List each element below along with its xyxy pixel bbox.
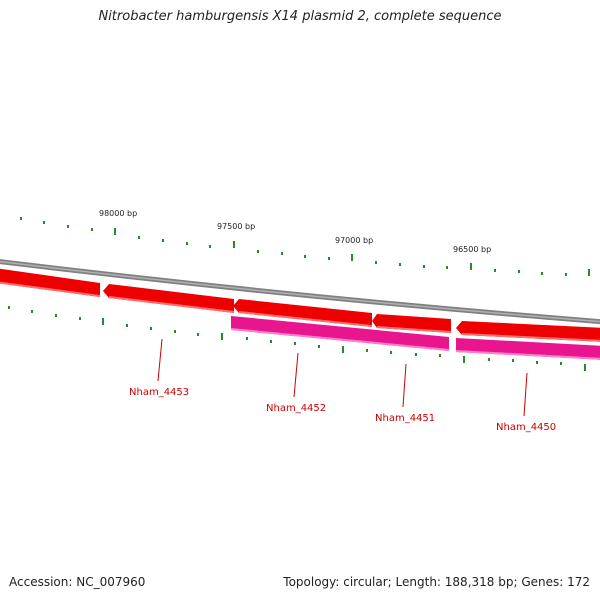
tick-mark-major: [114, 228, 116, 235]
gene-leader-lines: [157, 338, 528, 417]
tick-mark: [375, 261, 377, 264]
tick-mark: [560, 362, 562, 365]
tick-mark: [541, 272, 543, 275]
leader-line: [293, 352, 299, 398]
gene-label[interactable]: Nham_4450: [496, 422, 556, 433]
gene-label[interactable]: Nham_4452: [266, 403, 326, 414]
gene-arrow-nham-4450[interactable]: [456, 321, 600, 342]
map-title: Nitrobacter hamburgensis X14 plasmid 2, …: [98, 9, 502, 24]
tick-mark: [439, 354, 441, 357]
tick-mark-major: [588, 269, 590, 276]
tick-mark: [138, 236, 140, 239]
tick-mark: [494, 269, 496, 272]
tick-mark: [318, 345, 320, 348]
tick-mark: [79, 317, 81, 320]
tick-mark: [43, 221, 45, 224]
tick-mark: [415, 353, 417, 356]
tick-mark: [257, 250, 259, 253]
tick-mark: [8, 306, 10, 309]
tick-mark-major: [221, 333, 223, 340]
ruler-label: 97000 bp: [335, 236, 373, 245]
tick-mark: [328, 257, 330, 260]
ruler-label: 98000 bp: [99, 209, 137, 218]
tick-mark: [150, 327, 152, 330]
tick-mark-major: [463, 356, 465, 363]
tick-mark: [390, 351, 392, 354]
tick-mark: [20, 217, 22, 220]
tick-mark: [67, 225, 69, 228]
tick-mark-major: [351, 254, 353, 261]
tick-mark: [246, 337, 248, 340]
tick-mark: [518, 270, 520, 273]
forward-strand: [0, 268, 600, 342]
tick-mark: [366, 349, 368, 352]
tick-mark: [197, 333, 199, 336]
inner-tick-ring: [8, 306, 586, 371]
tick-mark: [488, 358, 490, 361]
reverse-strand: [231, 316, 600, 360]
gene-label[interactable]: Nham_4451: [375, 413, 435, 424]
gene-label[interactable]: Nham_4453: [129, 387, 189, 398]
leader-line: [523, 372, 528, 417]
tick-mark-major: [102, 318, 104, 325]
tick-mark: [126, 324, 128, 327]
tick-mark: [446, 266, 448, 269]
tick-mark: [91, 228, 93, 231]
tick-mark-major: [584, 364, 586, 371]
sequence-summary: Topology: circular; Length: 188,318 bp; …: [283, 575, 590, 589]
tick-mark: [55, 314, 57, 317]
tick-mark: [31, 310, 33, 313]
tick-mark: [281, 252, 283, 255]
tick-mark: [294, 342, 296, 345]
tick-mark: [399, 263, 401, 266]
gene-arrow-nham-4452[interactable]: [233, 299, 372, 327]
tick-mark: [162, 239, 164, 242]
tick-mark: [304, 255, 306, 258]
accession-text: Accession: NC_007960: [9, 575, 146, 589]
leader-line: [157, 338, 163, 382]
tick-mark: [423, 265, 425, 268]
tick-mark: [209, 245, 211, 248]
gene-arrow-forward[interactable]: [0, 268, 100, 297]
outer-tick-ring: [20, 217, 590, 276]
leader-line: [402, 363, 407, 408]
tick-mark-major: [470, 263, 472, 270]
gene-arrow-reverse[interactable]: [231, 316, 449, 351]
tick-mark-major: [233, 241, 235, 248]
tick-mark: [512, 359, 514, 362]
tick-mark: [186, 242, 188, 245]
tick-mark: [174, 330, 176, 333]
gene-arrow-reverse[interactable]: [456, 338, 600, 360]
ruler-label: 97500 bp: [217, 222, 255, 231]
tick-mark: [565, 273, 567, 276]
tick-mark: [270, 340, 272, 343]
tick-mark: [536, 361, 538, 364]
tick-mark-major: [342, 346, 344, 353]
ruler-label: 96500 bp: [453, 245, 491, 254]
gene-arrow-nham-4453[interactable]: [103, 284, 234, 313]
